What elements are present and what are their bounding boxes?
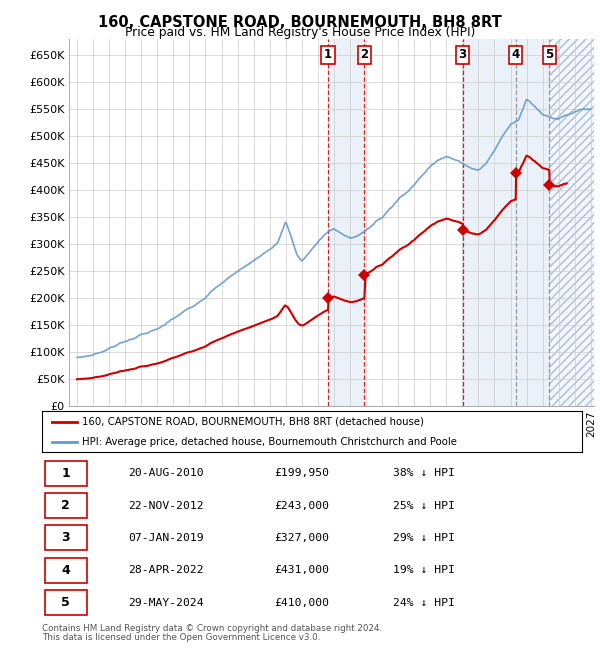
Text: 38% ↓ HPI: 38% ↓ HPI [393, 468, 455, 478]
Text: 3: 3 [61, 532, 70, 545]
Bar [549, 39, 594, 406]
Bar [328, 39, 364, 406]
Bar [463, 39, 549, 406]
Text: £431,000: £431,000 [274, 566, 329, 575]
Text: £243,000: £243,000 [274, 500, 329, 510]
Text: HPI: Average price, detached house, Bournemouth Christchurch and Poole: HPI: Average price, detached house, Bour… [83, 437, 457, 447]
Text: 2: 2 [61, 499, 70, 512]
Text: 07-JAN-2019: 07-JAN-2019 [128, 533, 204, 543]
Text: 2: 2 [360, 48, 368, 61]
FancyBboxPatch shape [45, 558, 87, 582]
Text: Price paid vs. HM Land Registry's House Price Index (HPI): Price paid vs. HM Land Registry's House … [125, 26, 475, 39]
Text: 1: 1 [61, 467, 70, 480]
Text: 4: 4 [61, 564, 70, 577]
Text: 160, CAPSTONE ROAD, BOURNEMOUTH, BH8 8RT: 160, CAPSTONE ROAD, BOURNEMOUTH, BH8 8RT [98, 15, 502, 30]
Bar [549, 39, 594, 406]
Text: 4: 4 [512, 48, 520, 61]
FancyBboxPatch shape [45, 461, 87, 486]
Text: 3: 3 [458, 48, 467, 61]
Text: 20-AUG-2010: 20-AUG-2010 [128, 468, 204, 478]
Text: 28-APR-2022: 28-APR-2022 [128, 566, 204, 575]
Text: 160, CAPSTONE ROAD, BOURNEMOUTH, BH8 8RT (detached house): 160, CAPSTONE ROAD, BOURNEMOUTH, BH8 8RT… [83, 417, 425, 426]
Text: 29-MAY-2024: 29-MAY-2024 [128, 597, 204, 608]
FancyBboxPatch shape [45, 590, 87, 615]
Text: 25% ↓ HPI: 25% ↓ HPI [393, 500, 455, 510]
Text: This data is licensed under the Open Government Licence v3.0.: This data is licensed under the Open Gov… [42, 633, 320, 642]
Text: £327,000: £327,000 [274, 533, 329, 543]
Text: 5: 5 [61, 596, 70, 609]
Text: £199,950: £199,950 [274, 468, 329, 478]
Text: 24% ↓ HPI: 24% ↓ HPI [393, 597, 455, 608]
Text: 5: 5 [545, 48, 553, 61]
Text: 22-NOV-2012: 22-NOV-2012 [128, 500, 204, 510]
FancyBboxPatch shape [45, 493, 87, 518]
FancyBboxPatch shape [45, 525, 87, 551]
Text: Contains HM Land Registry data © Crown copyright and database right 2024.: Contains HM Land Registry data © Crown c… [42, 624, 382, 633]
Text: 19% ↓ HPI: 19% ↓ HPI [393, 566, 455, 575]
Text: £410,000: £410,000 [274, 597, 329, 608]
Text: 29% ↓ HPI: 29% ↓ HPI [393, 533, 455, 543]
Text: 1: 1 [324, 48, 332, 61]
